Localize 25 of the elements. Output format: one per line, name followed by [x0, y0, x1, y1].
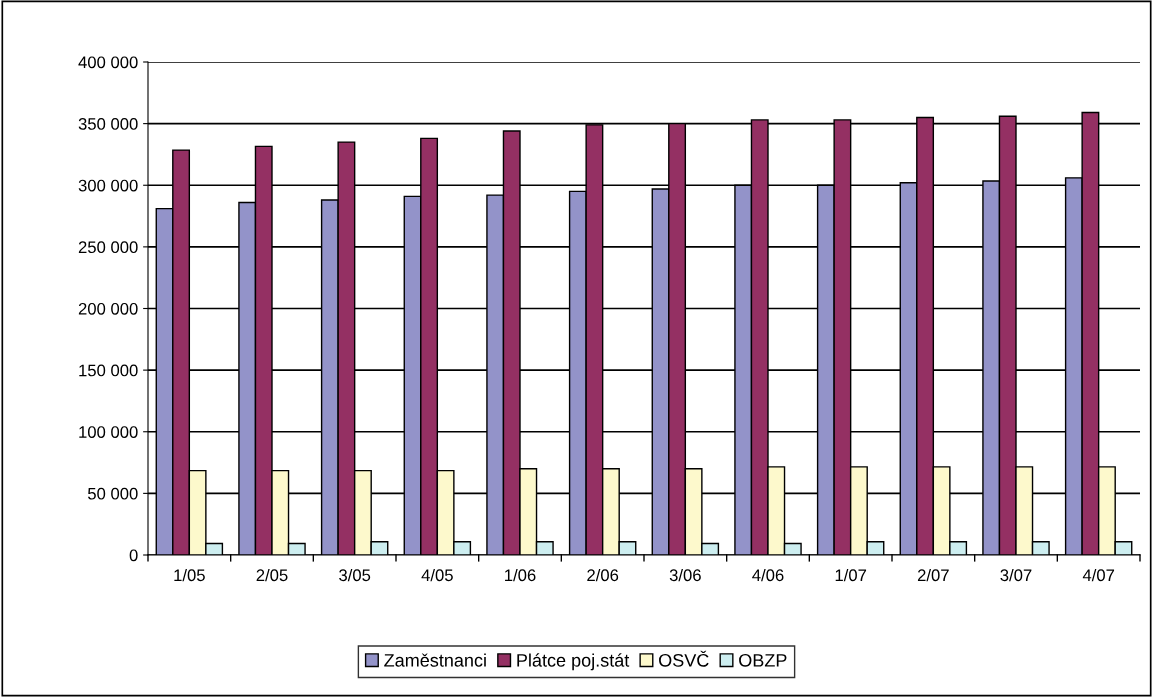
- x-tick-label: 3/05: [339, 568, 371, 582]
- y-tick-label: 350 000: [78, 118, 138, 130]
- x-tick-label: 2/07: [917, 568, 949, 582]
- y-tick-label: 150 000: [79, 364, 138, 377]
- y-tick-label: 0: [129, 549, 138, 562]
- y-tick-label: 300 000: [78, 179, 138, 192]
- legend-label: OSVČ: [659, 650, 709, 667]
- x-tick-label: 2/06: [587, 568, 619, 582]
- x-tick-label: 3/06: [669, 568, 701, 582]
- y-tick-label: 400 000: [78, 56, 138, 69]
- x-tick-label: 1/07: [835, 568, 867, 582]
- x-tick-label: 1/06: [505, 568, 536, 582]
- x-tick-label: 1/05: [174, 568, 205, 582]
- x-tick-label: 3/07: [1000, 568, 1032, 582]
- y-tick-label: 250 000: [78, 241, 138, 254]
- y-tick-label: 200 000: [78, 302, 138, 315]
- y-tick-label: 50 000: [87, 487, 138, 500]
- legend-label: Zaměstnanci: [384, 653, 486, 667]
- x-tick-label: 2/05: [256, 568, 288, 582]
- x-tick-label: 4/06: [752, 568, 784, 582]
- legend-label: OBZP: [739, 653, 787, 667]
- legend-label: Plátce poj.stát: [517, 653, 630, 671]
- x-tick-label: 4/05: [421, 568, 453, 582]
- y-tick-label: 100 000: [79, 426, 138, 438]
- x-tick-label: 4/07: [1082, 568, 1115, 582]
